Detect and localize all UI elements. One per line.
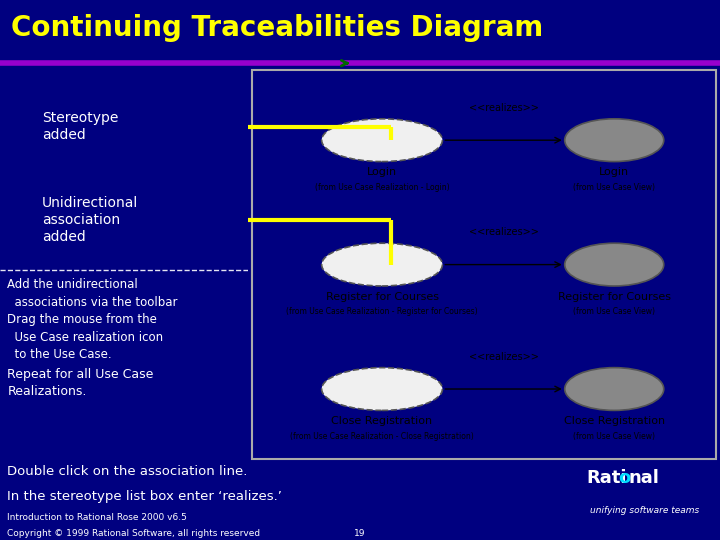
Ellipse shape [564, 243, 664, 286]
Text: <<realizes>>: <<realizes>> [469, 352, 539, 362]
Text: (from Use Case View): (from Use Case View) [573, 307, 655, 316]
Text: Register for Courses: Register for Courses [325, 292, 438, 302]
Text: unifying software teams: unifying software teams [590, 506, 700, 515]
Text: <<realizes>>: <<realizes>> [469, 103, 539, 113]
Text: Unidirectional
association
added: Unidirectional association added [42, 195, 138, 244]
Text: Close Registration: Close Registration [564, 416, 665, 426]
Text: Continuing Traceabilities Diagram: Continuing Traceabilities Diagram [11, 14, 543, 42]
Text: Register for Courses: Register for Courses [558, 292, 671, 302]
Text: o: o [618, 469, 630, 487]
Text: (from Use Case Realization - Register for Courses): (from Use Case Realization - Register fo… [287, 307, 478, 316]
Text: Introduction to Rational Rose 2000 v6.5: Introduction to Rational Rose 2000 v6.5 [7, 513, 187, 522]
Text: Add the unidirectional
  associations via the toolbar
Drag the mouse from the
  : Add the unidirectional associations via … [7, 278, 178, 361]
Ellipse shape [564, 368, 664, 410]
Text: Double click on the association line.: Double click on the association line. [7, 465, 248, 478]
Text: (from Use Case View): (from Use Case View) [573, 432, 655, 441]
Text: Stereotype
added: Stereotype added [42, 111, 119, 142]
Ellipse shape [322, 243, 442, 286]
Text: Login: Login [599, 167, 629, 178]
Text: (from Use Case View): (from Use Case View) [573, 183, 655, 192]
Text: (from Use Case Realization - Close Registration): (from Use Case Realization - Close Regis… [290, 432, 474, 441]
Text: (from Use Case Realization - Login): (from Use Case Realization - Login) [315, 183, 449, 192]
Text: Rati: Rati [587, 469, 627, 487]
Text: <<realizes>>: <<realizes>> [469, 227, 539, 238]
Text: In the stereotype list box enter ‘realizes.’: In the stereotype list box enter ‘realiz… [7, 490, 282, 503]
Text: 19: 19 [354, 529, 366, 538]
Text: Login: Login [367, 167, 397, 178]
Text: Close Registration: Close Registration [331, 416, 433, 426]
Text: Copyright © 1999 Rational Software, all rights reserved: Copyright © 1999 Rational Software, all … [7, 529, 261, 538]
Ellipse shape [322, 119, 442, 161]
Ellipse shape [322, 368, 442, 410]
Text: nal: nal [629, 469, 660, 487]
Text: Repeat for all Use Case
Realizations.: Repeat for all Use Case Realizations. [7, 368, 154, 397]
Ellipse shape [564, 119, 664, 161]
